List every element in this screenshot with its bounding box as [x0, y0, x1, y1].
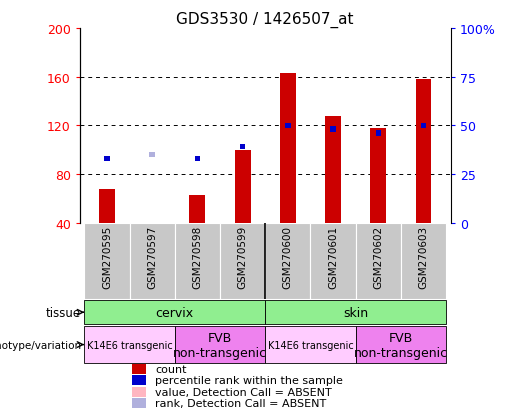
- Bar: [311, 223, 356, 299]
- Bar: [132, 375, 146, 385]
- Text: GSM270602: GSM270602: [373, 225, 383, 288]
- Text: percentile rank within the sample: percentile rank within the sample: [155, 375, 343, 385]
- Bar: [356, 326, 446, 363]
- Bar: [370, 128, 386, 223]
- Text: GSM270597: GSM270597: [147, 225, 157, 288]
- Bar: [132, 398, 146, 408]
- Text: FVB
non-transgenic: FVB non-transgenic: [354, 331, 448, 359]
- Bar: [421, 123, 426, 129]
- Bar: [330, 127, 336, 133]
- Bar: [132, 364, 146, 374]
- Bar: [265, 301, 446, 324]
- Bar: [356, 223, 401, 299]
- Bar: [84, 326, 175, 363]
- Bar: [265, 223, 311, 299]
- Bar: [190, 195, 205, 223]
- Text: skin: skin: [343, 306, 368, 319]
- Text: GSM270595: GSM270595: [102, 225, 112, 288]
- Bar: [240, 145, 245, 150]
- Text: K14E6 transgenic: K14E6 transgenic: [268, 340, 353, 350]
- Bar: [285, 123, 290, 129]
- Bar: [375, 131, 381, 136]
- Text: rank, Detection Call = ABSENT: rank, Detection Call = ABSENT: [155, 398, 327, 408]
- Text: GSM270601: GSM270601: [328, 225, 338, 288]
- Bar: [235, 150, 250, 223]
- Text: K14E6 transgenic: K14E6 transgenic: [87, 340, 173, 350]
- Bar: [416, 80, 432, 223]
- Bar: [401, 223, 446, 299]
- Bar: [175, 326, 265, 363]
- Bar: [84, 223, 130, 299]
- Text: tissue: tissue: [46, 306, 81, 319]
- Bar: [149, 152, 155, 158]
- Text: cervix: cervix: [156, 306, 194, 319]
- Text: FVB
non-transgenic: FVB non-transgenic: [173, 331, 267, 359]
- Bar: [104, 156, 110, 162]
- Bar: [130, 223, 175, 299]
- Bar: [84, 301, 265, 324]
- Text: GSM270603: GSM270603: [419, 225, 428, 288]
- Bar: [220, 223, 265, 299]
- Bar: [280, 74, 296, 223]
- Bar: [132, 387, 146, 397]
- Text: GSM270599: GSM270599: [237, 225, 248, 288]
- Bar: [99, 189, 115, 223]
- Text: count: count: [155, 364, 186, 374]
- Title: GDS3530 / 1426507_at: GDS3530 / 1426507_at: [177, 12, 354, 28]
- Bar: [325, 116, 341, 223]
- Bar: [175, 223, 220, 299]
- Bar: [195, 156, 200, 162]
- Text: GSM270600: GSM270600: [283, 225, 293, 288]
- Text: GSM270598: GSM270598: [193, 225, 202, 288]
- Text: genotype/variation: genotype/variation: [0, 340, 81, 350]
- Bar: [265, 326, 356, 363]
- Text: value, Detection Call = ABSENT: value, Detection Call = ABSENT: [155, 387, 332, 397]
